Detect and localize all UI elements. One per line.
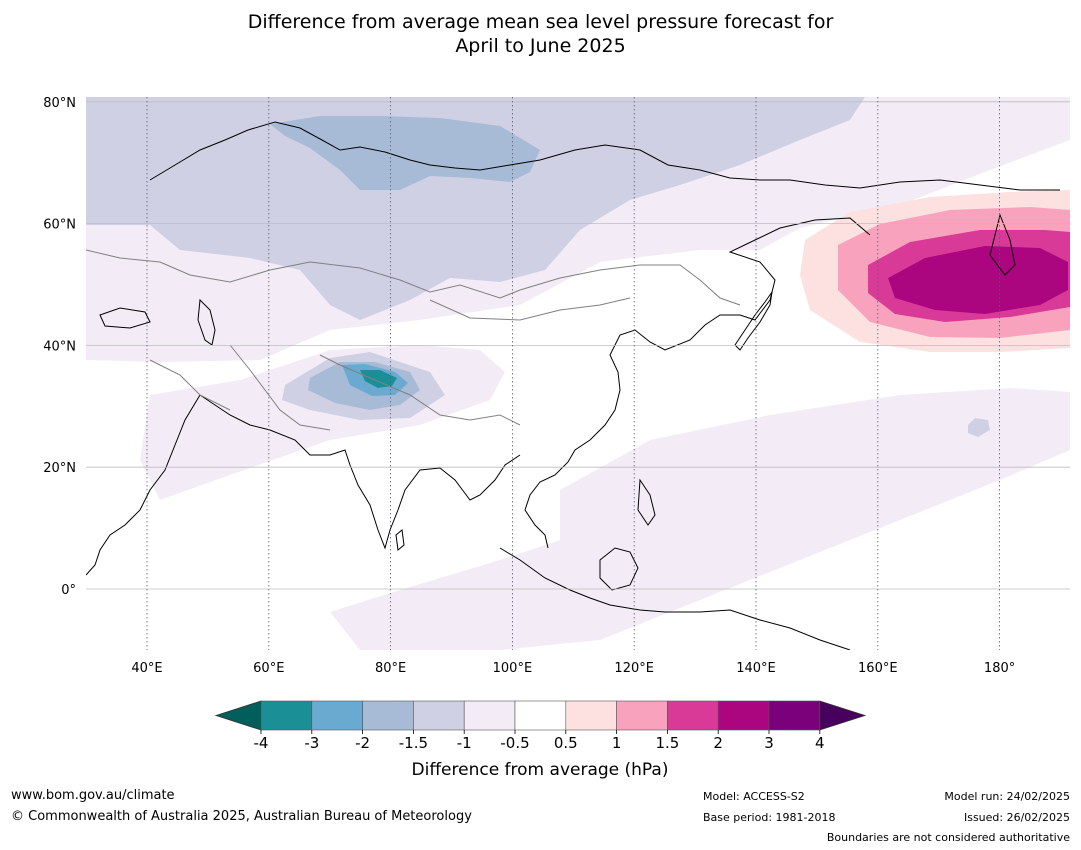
coastline-arctic — [149, 121, 1060, 191]
colorbar-segment — [260, 700, 313, 731]
coastline-kamchatka — [989, 213, 1016, 276]
anomaly-region-grey-blue-arctic — [270, 116, 540, 190]
colorbar-segment — [565, 700, 617, 731]
coastlines — [86, 121, 1060, 650]
colorbar-tick-label: 4 — [815, 734, 825, 752]
footer-model: Model: ACCESS-S2 — [703, 790, 805, 803]
colorbar: -4 -3 -2 -1.5 -1 -0.5 0.5 1 1.5 2 3 4 Difference fro… — [214, 700, 867, 780]
colorbar-tick-label: -2 — [355, 734, 370, 752]
anomaly-region-deep-magenta — [888, 246, 1068, 314]
coastline-arabia-africa — [86, 394, 201, 576]
colorbar-tick-label: -1.5 — [399, 734, 428, 752]
lat-label: 40°N — [43, 339, 76, 354]
colorbar-tick-label: 3 — [764, 734, 774, 752]
lat-label: 0° — [61, 583, 76, 598]
colorbar-segment — [514, 700, 567, 731]
coastline-indonesia — [499, 547, 851, 650]
colorbar-tick-label: 1.5 — [655, 734, 679, 752]
footer-disclaimer: Boundaries are not considered authoritat… — [826, 831, 1070, 844]
colorbar-over-arrow — [819, 700, 867, 731]
colorbar-tick-label: 2 — [713, 734, 723, 752]
lat-label: 60°N — [43, 218, 76, 233]
coastline-philippines — [637, 478, 656, 526]
colorbar-segment — [311, 700, 363, 731]
colorbar-tick-label: -3 — [304, 734, 319, 752]
coastline-sri-lanka — [395, 529, 405, 551]
anomaly-region-teal-tibet — [360, 370, 397, 388]
graticule — [86, 97, 1070, 650]
colorbar-segment — [667, 700, 719, 731]
lon-label: 40°E — [131, 661, 162, 676]
coastline-pacific-asia — [524, 217, 871, 549]
coastline-japan — [734, 291, 773, 351]
lon-label: 140°E — [736, 661, 776, 676]
anomaly-region-lavender-pacific-blob — [968, 418, 990, 437]
map-area — [86, 97, 1070, 650]
colorbar-segment — [463, 700, 516, 731]
lon-label: 180° — [984, 661, 1015, 676]
colorbar-tick-label: 0.5 — [554, 734, 578, 752]
colorbar-tick-label: -1 — [457, 734, 472, 752]
lon-label: 100°E — [493, 661, 533, 676]
lon-label: 120°E — [614, 661, 654, 676]
border-himalaya — [319, 354, 521, 426]
lon-label: 60°E — [253, 661, 284, 676]
coastline-borneo — [599, 547, 639, 591]
anomaly-region-light-lavender-pacific — [330, 388, 1070, 650]
colorbar-tick-label: -0.5 — [500, 734, 529, 752]
map-title-line1: Difference from average mean sea level p… — [247, 11, 834, 33]
border-china-mongolia — [429, 297, 631, 321]
colorbar-segment — [616, 700, 668, 731]
footer-base-period: Base period: 1981-2018 — [703, 811, 836, 824]
footer-model-run: Model run: 24/02/2025 — [944, 790, 1070, 803]
border-iraq-saudi — [149, 359, 231, 411]
lat-label: 20°N — [43, 461, 76, 476]
lon-label: 80°E — [375, 661, 406, 676]
lat-label: 80°N — [43, 96, 76, 111]
coastline-black-sea — [99, 307, 151, 329]
footer-url: www.bom.gov.au/climate — [11, 788, 175, 803]
colorbar-segment — [768, 700, 821, 731]
border-russia-kazakhstan-china — [86, 249, 741, 306]
colorbar-segment — [717, 700, 770, 731]
lon-label: 160°E — [858, 661, 898, 676]
colorbar-label: Difference from average (hPa) — [412, 760, 669, 780]
coastline-south-asia — [199, 394, 521, 550]
map-title-line2: April to June 2025 — [455, 35, 626, 57]
border-iran-afghanistan-pakistan — [229, 344, 331, 431]
footer-issued: Issued: 26/02/2025 — [963, 811, 1070, 824]
colorbar-under-arrow — [214, 700, 262, 731]
colorbar-tick-label: -4 — [254, 734, 269, 752]
colorbar-segment — [362, 700, 414, 731]
footer-copyright: © Commonwealth of Australia 2025, Austra… — [11, 809, 472, 824]
colorbar-segment — [413, 700, 465, 731]
colorbar-tick-label: 1 — [612, 734, 622, 752]
country-borders — [86, 249, 741, 431]
anomaly-region-lavender-siberia — [86, 97, 865, 320]
